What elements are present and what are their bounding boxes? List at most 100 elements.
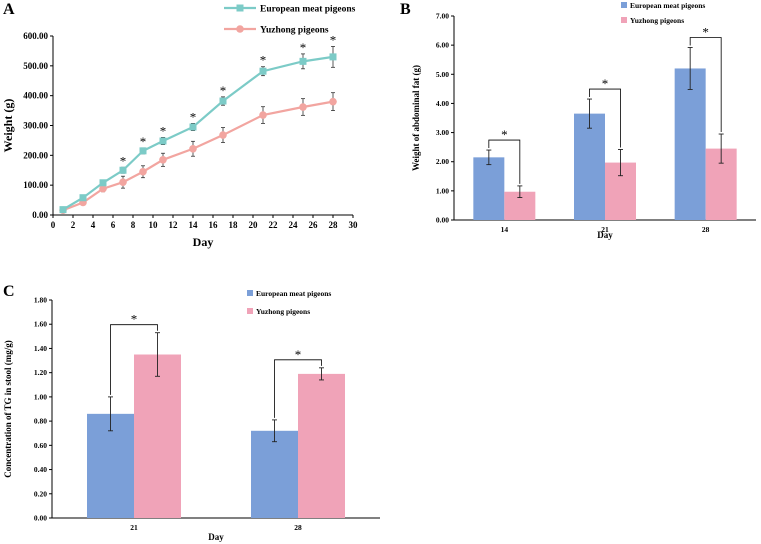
data-point-european bbox=[99, 179, 107, 187]
y-tick-label: 1.00 bbox=[436, 186, 449, 195]
y-tick-label: 7.00 bbox=[436, 12, 449, 21]
x-tick-label: 20 bbox=[249, 220, 259, 230]
data-point-yuzhong bbox=[139, 167, 147, 176]
bar-european bbox=[473, 157, 505, 220]
data-point-european bbox=[59, 206, 67, 214]
chart-b-abdominal-fat-bar-chart: 0.00 1.00 2.00 3.00 4.00 5.00 6.00 7.00 14 * 21 * 28… bbox=[411, 1, 756, 240]
series-line-yuzhong bbox=[62, 100, 334, 212]
chart-c-tg-stool-bar-chart: 0.00 0.20 0.40 0.60 0.80 1.00 1.20 1.40 1.60 1.80… bbox=[3, 289, 380, 542]
x-tick-label: 14 bbox=[189, 220, 199, 230]
legend-label-european: European meat pigeons bbox=[630, 1, 705, 10]
y-tick-label: 100.00 bbox=[23, 180, 48, 190]
significance-star: * bbox=[300, 40, 307, 55]
data-point-european bbox=[119, 166, 127, 174]
x-tick-label: 0 bbox=[51, 220, 56, 230]
y-tick-label: 4.00 bbox=[436, 99, 449, 108]
panel-letter-a: A bbox=[3, 1, 15, 18]
y-tick-label: 3.00 bbox=[436, 128, 449, 137]
y-axis-title: Weight (g) bbox=[1, 99, 15, 153]
y-tick-label: 1.80 bbox=[34, 296, 47, 305]
y-tick-label: 0.80 bbox=[34, 417, 47, 426]
x-tick-label: 22 bbox=[269, 220, 279, 230]
legend-swatch-european bbox=[621, 2, 627, 8]
significance-star: * bbox=[602, 76, 609, 91]
panel-letter-b: B bbox=[400, 1, 411, 18]
data-point-yuzhong bbox=[329, 97, 337, 106]
y-tick-label: 5.00 bbox=[436, 70, 449, 79]
significance-star: * bbox=[220, 83, 227, 98]
panel-letter-c: C bbox=[3, 283, 15, 300]
legend-marker-european bbox=[236, 4, 244, 12]
data-point-yuzhong bbox=[189, 144, 197, 153]
significance-bracket bbox=[589, 88, 621, 148]
y-tick-label: 0.00 bbox=[32, 210, 48, 220]
y-tick-label: 600.00 bbox=[23, 31, 48, 41]
y-axis-title: Concentration of TG in stool (mg/g) bbox=[3, 340, 13, 478]
y-tick-label: 0.20 bbox=[34, 489, 47, 498]
x-tick-label: 18 bbox=[229, 220, 239, 230]
y-tick-label: 1.00 bbox=[34, 392, 47, 401]
significance-star: * bbox=[190, 109, 197, 124]
data-point-european bbox=[259, 67, 267, 75]
legend-marker-yuzhong bbox=[236, 25, 244, 33]
legend-label-yuzhong: Yuzhong pigeons bbox=[260, 26, 329, 36]
data-point-european bbox=[299, 57, 307, 65]
y-tick-label: 2.00 bbox=[436, 157, 449, 166]
y-tick-label: 300.00 bbox=[23, 121, 48, 131]
data-point-european bbox=[139, 147, 147, 155]
y-tick-label: 1.60 bbox=[34, 320, 47, 329]
x-tick-label: 24 bbox=[289, 220, 299, 230]
legend-swatch-yuzhong bbox=[247, 308, 253, 314]
y-tick-label: 0.40 bbox=[34, 465, 47, 474]
significance-star: * bbox=[120, 153, 127, 168]
bar-european bbox=[674, 68, 706, 220]
x-tick-label: 28 bbox=[329, 220, 339, 230]
x-tick-label: 26 bbox=[309, 220, 319, 230]
significance-bracket bbox=[488, 139, 521, 184]
y-tick-label: 0.60 bbox=[34, 441, 47, 450]
data-point-european bbox=[219, 97, 227, 105]
x-tick-label: 10 bbox=[149, 220, 159, 230]
data-point-yuzhong bbox=[259, 111, 267, 119]
data-point-yuzhong bbox=[99, 184, 107, 193]
x-tick-label: 6 bbox=[111, 220, 116, 230]
x-category-label: 28 bbox=[294, 523, 302, 532]
y-tick-label: 200.00 bbox=[23, 150, 48, 160]
significance-star: * bbox=[702, 24, 709, 39]
bar-european bbox=[251, 430, 298, 518]
legend-label-yuzhong: Yuzhong pigeons bbox=[630, 16, 684, 25]
x-axis-title: Day bbox=[208, 532, 224, 542]
significance-bracket bbox=[110, 324, 158, 395]
y-tick-label: 400.00 bbox=[23, 91, 48, 101]
x-tick-label: 16 bbox=[209, 220, 219, 230]
significance-star: * bbox=[501, 127, 508, 142]
significance-star: * bbox=[140, 134, 147, 149]
y-tick-label: 0.00 bbox=[34, 514, 47, 523]
x-tick-label: 4 bbox=[91, 220, 96, 230]
x-category-label: 21 bbox=[130, 523, 138, 532]
x-category-label: 28 bbox=[702, 225, 710, 234]
y-tick-label: 1.20 bbox=[34, 368, 47, 377]
x-axis-title: Day bbox=[193, 235, 214, 249]
y-axis-title: Weight of abdominal fat (g) bbox=[411, 65, 421, 171]
significance-star: * bbox=[260, 53, 267, 68]
data-point-european bbox=[329, 53, 337, 61]
significance-bracket bbox=[689, 37, 722, 133]
legend-label-european: European meat pigeons bbox=[256, 289, 331, 298]
y-tick-label: 500.00 bbox=[23, 61, 48, 71]
x-category-label: 14 bbox=[501, 225, 509, 234]
x-tick-label: 2 bbox=[71, 220, 76, 230]
legend-swatch-yuzhong bbox=[621, 17, 627, 23]
bar-yuzhong bbox=[298, 373, 345, 518]
x-tick-label: 30 bbox=[349, 220, 359, 230]
y-tick-label: 0.00 bbox=[436, 216, 449, 225]
significance-star: * bbox=[131, 312, 138, 327]
x-axis-title: Day bbox=[597, 230, 613, 240]
data-point-yuzhong bbox=[299, 103, 307, 111]
data-point-european bbox=[79, 194, 87, 202]
x-tick-label: 12 bbox=[169, 220, 179, 230]
x-category-label: 21 bbox=[601, 225, 609, 234]
significance-star: * bbox=[160, 123, 167, 138]
data-point-yuzhong bbox=[159, 156, 167, 164]
